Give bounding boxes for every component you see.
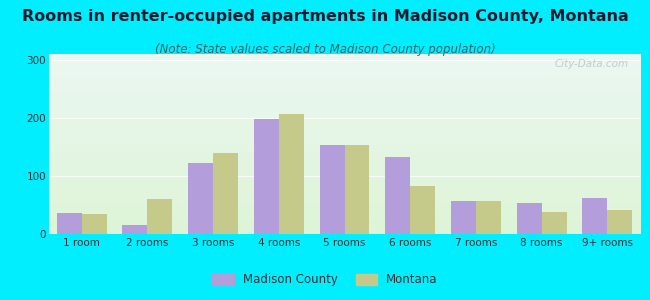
Bar (607, 210, 632, 234)
Bar (57, 212, 82, 234)
Bar (188, 163, 213, 234)
Text: City-Data.com: City-Data.com (554, 59, 629, 69)
Bar (320, 145, 345, 234)
Text: (Note: State values scaled to Madison County population): (Note: State values scaled to Madison Co… (155, 44, 495, 56)
Bar (410, 186, 436, 234)
Bar (476, 201, 501, 234)
Legend: Madison County, Montana: Madison County, Montana (207, 269, 443, 291)
Bar (541, 212, 567, 234)
Bar (451, 201, 476, 234)
Bar (122, 225, 148, 234)
Bar (582, 198, 607, 234)
Bar (213, 153, 238, 234)
Bar (279, 114, 304, 234)
Bar (517, 203, 541, 234)
Bar (82, 214, 107, 234)
Bar (148, 199, 172, 234)
Bar (254, 119, 279, 234)
Text: Rooms in renter-occupied apartments in Madison County, Montana: Rooms in renter-occupied apartments in M… (21, 9, 629, 24)
Bar (385, 158, 410, 234)
Bar (344, 145, 369, 234)
